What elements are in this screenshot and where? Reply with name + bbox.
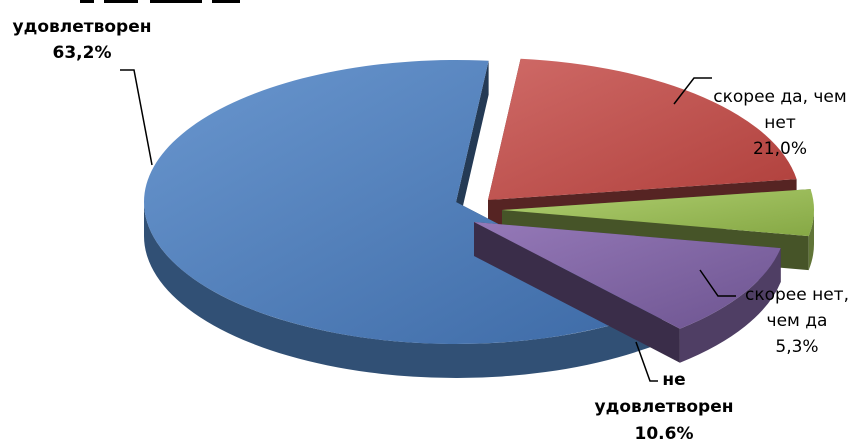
pie-slice-top	[502, 189, 815, 237]
pie-slice-top	[488, 58, 797, 200]
leader-line-skoree-da	[673, 77, 712, 105]
pie-slices	[143, 58, 815, 378]
pie-slice-wall	[808, 210, 814, 271]
pie-slice-wall	[144, 202, 662, 378]
pie-labels: удовлетворен 63,2% скорее да, чем нет 21,0% с…	[13, 17, 849, 441]
data-label-skoree-net: скорее нет, чем да 5,3%	[745, 285, 849, 357]
pie-slice-ne-udovletvoren	[474, 222, 781, 363]
cropped-text-fragment	[80, 0, 240, 3]
leader-line-udovletvoren	[120, 69, 153, 166]
data-label-skoree-da: скорее да, чем нет 21,0%	[713, 87, 846, 159]
data-label-ne-udovletvoren: не удовлетворен 10.6%	[595, 370, 734, 441]
leader-line-ne-udovletvoren	[635, 341, 658, 382]
pie-slice-cut-face	[474, 222, 680, 363]
pie-slice-wall	[679, 248, 781, 363]
data-label-udovletvoren: удовлетворен 63,2%	[13, 17, 152, 63]
pie-slice-top	[474, 222, 781, 329]
pie-slice-cut-face	[456, 60, 489, 236]
leader-line-skoree-net	[699, 269, 736, 297]
